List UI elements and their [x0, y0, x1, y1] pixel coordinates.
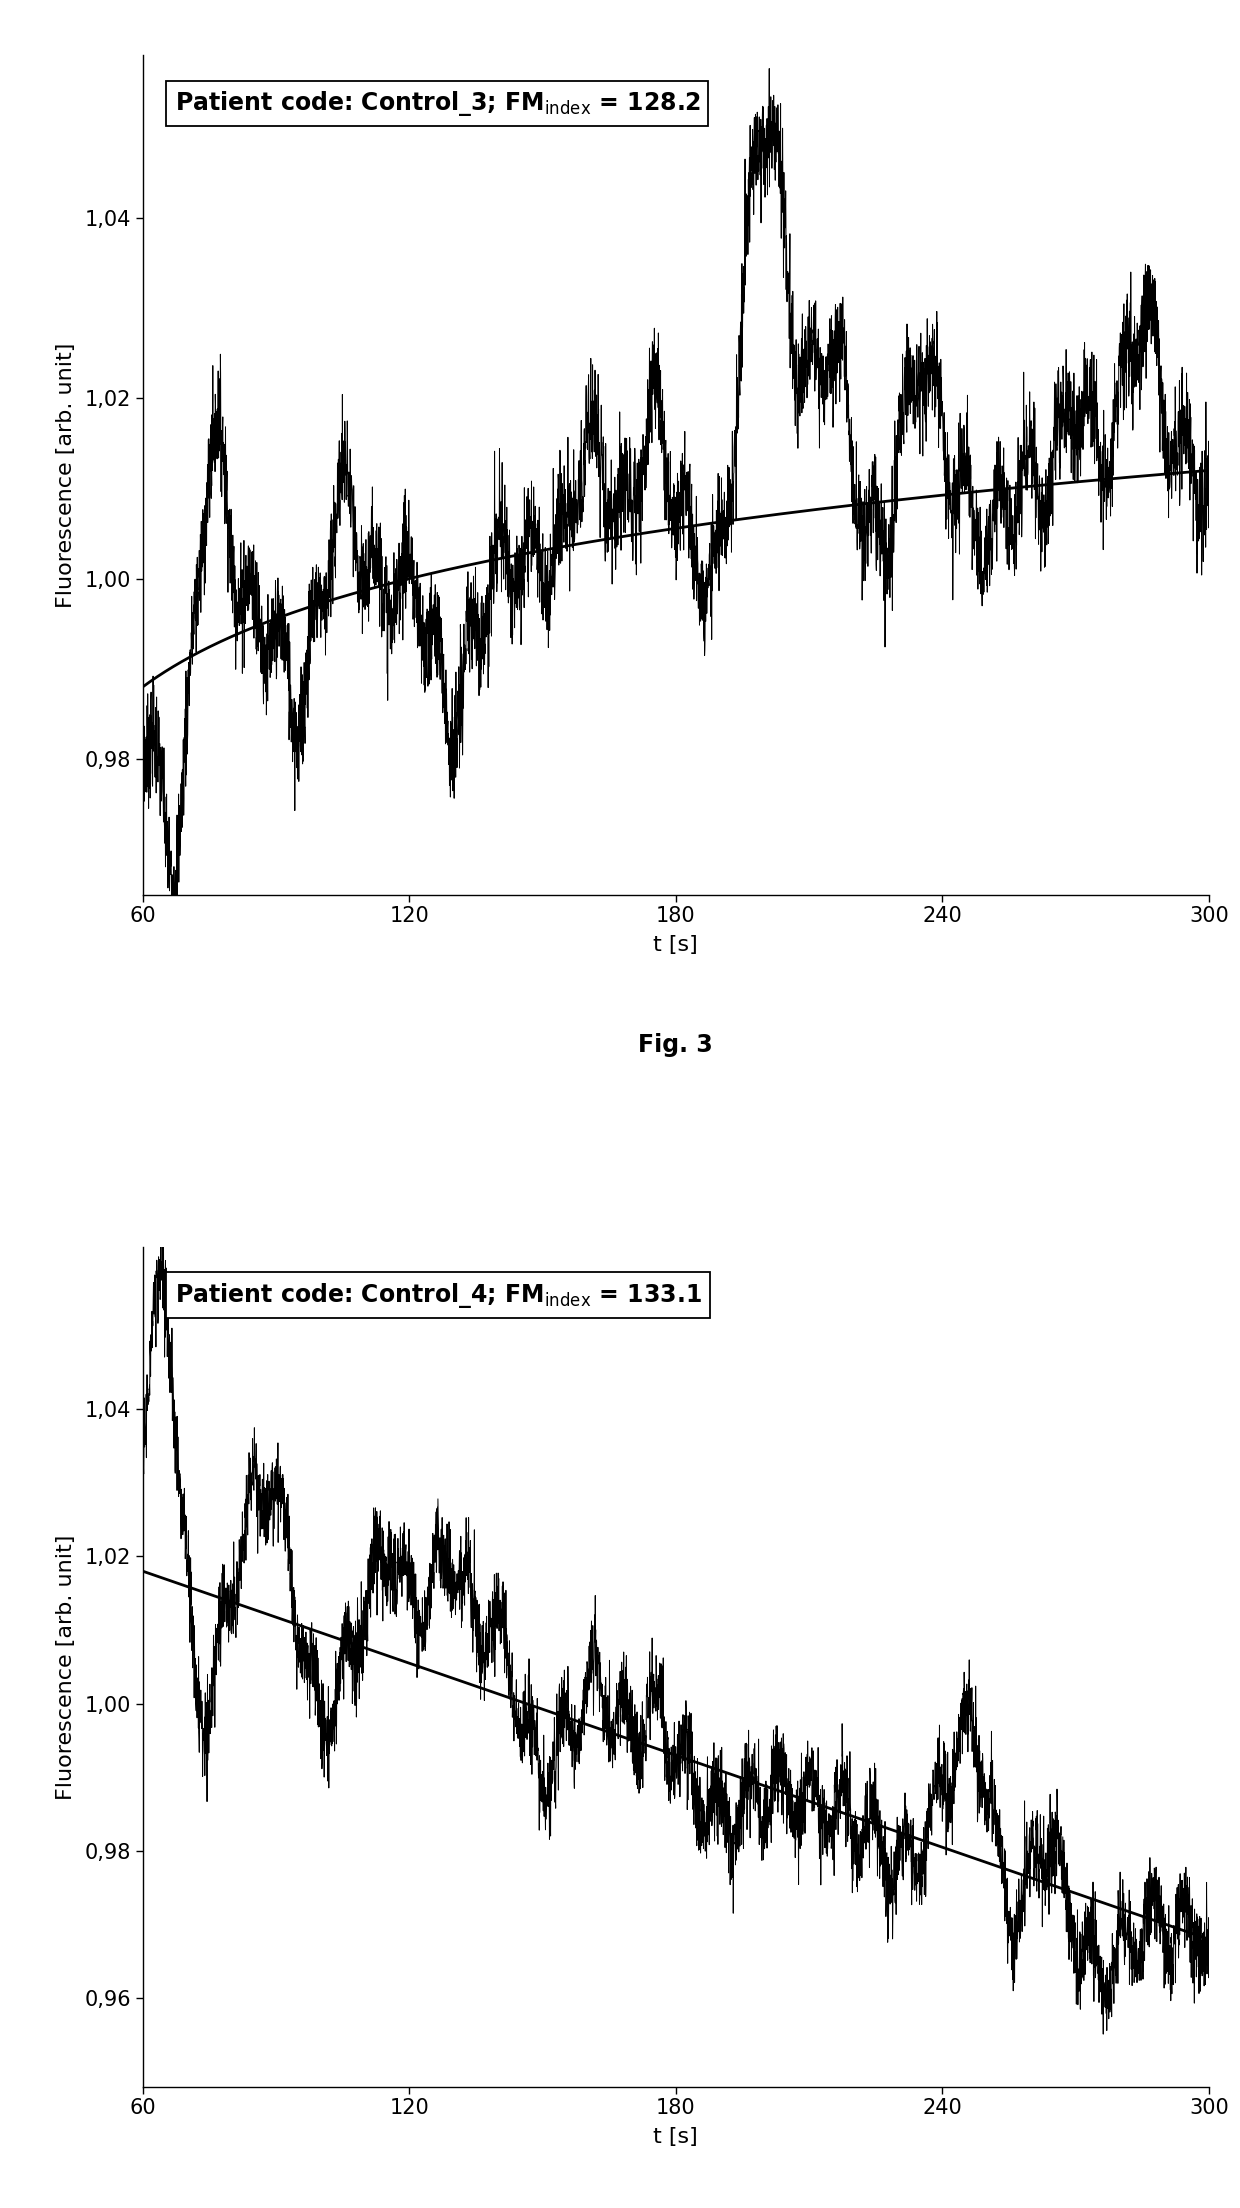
Y-axis label: Fluorescence [arb. unit]: Fluorescence [arb. unit]	[56, 342, 76, 607]
X-axis label: t [s]: t [s]	[653, 2126, 698, 2146]
Text: Fig. 3: Fig. 3	[639, 1033, 713, 1058]
Text: Patient code: Control_4; FM$_{\mathsf{index}}$ = 133.1: Patient code: Control_4; FM$_{\mathsf{in…	[175, 1281, 702, 1309]
Text: Patient code: Control_3; FM$_{\mathsf{index}}$ = 128.2: Patient code: Control_3; FM$_{\mathsf{in…	[175, 88, 701, 117]
X-axis label: t [s]: t [s]	[653, 934, 698, 954]
Y-axis label: Fluorescence [arb. unit]: Fluorescence [arb. unit]	[56, 1535, 76, 1800]
